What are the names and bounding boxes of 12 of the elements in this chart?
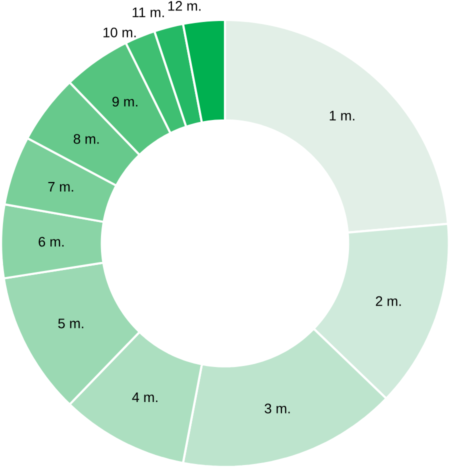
slice-label: 8 m.	[74, 134, 99, 144]
slice-label: 4 m.	[132, 392, 158, 402]
slice-label: 12 m.	[168, 1, 201, 11]
slice-label: 6 m.	[38, 236, 64, 247]
slice-label: 2 m.	[376, 296, 401, 306]
slice-label: 10 m.	[104, 28, 136, 38]
slice-label: 9 m.	[112, 96, 138, 107]
slice-label: 3 m.	[264, 404, 290, 414]
slice-label: 5 m.	[58, 318, 84, 328]
slice-label: 7 m.	[48, 182, 74, 192]
slice-label: 11 m.	[132, 8, 164, 18]
slice-label: 1 m.	[330, 110, 354, 120]
